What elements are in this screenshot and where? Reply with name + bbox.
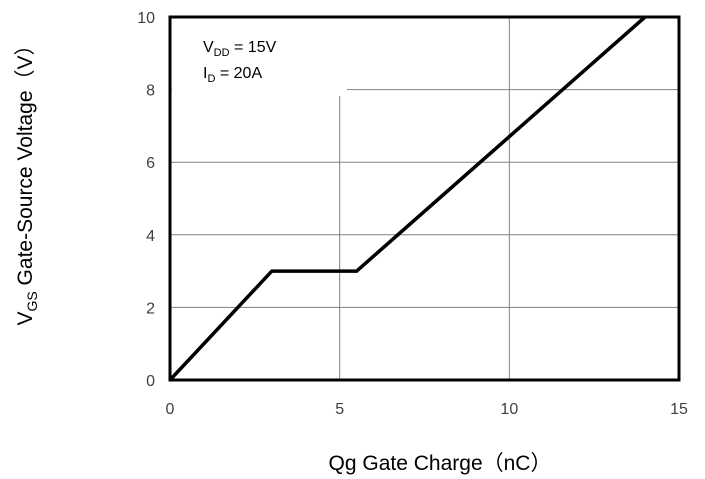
y-tick-label: 10	[137, 10, 155, 27]
x-tick-label: 10	[500, 401, 518, 418]
y-tick-label: 6	[146, 155, 155, 172]
x-tick-label: 15	[670, 401, 688, 418]
x-tick-label: 5	[335, 401, 344, 418]
annotation-box	[172, 18, 347, 96]
plot-frame	[168, 15, 681, 382]
y-axis-label: VGS Gate-Source Voltage（V）	[14, 34, 40, 325]
x-tick-labels: 0 5 10 15	[166, 401, 688, 418]
y-tick-label: 4	[146, 228, 155, 245]
x-axis-label: Qg Gate Charge（nC）	[329, 452, 552, 475]
y-tick-labels: 0 2 4 6 8 10	[137, 10, 155, 390]
y-tick-label: 2	[146, 300, 155, 317]
annotation-vdd: VDD = 15V	[203, 39, 277, 59]
y-tick-label: 0	[146, 373, 155, 390]
x-tick-label: 0	[166, 401, 175, 418]
annotation-id: ID = 20A	[203, 65, 262, 85]
y-tick-label: 8	[146, 83, 155, 100]
series-line	[168, 15, 647, 382]
